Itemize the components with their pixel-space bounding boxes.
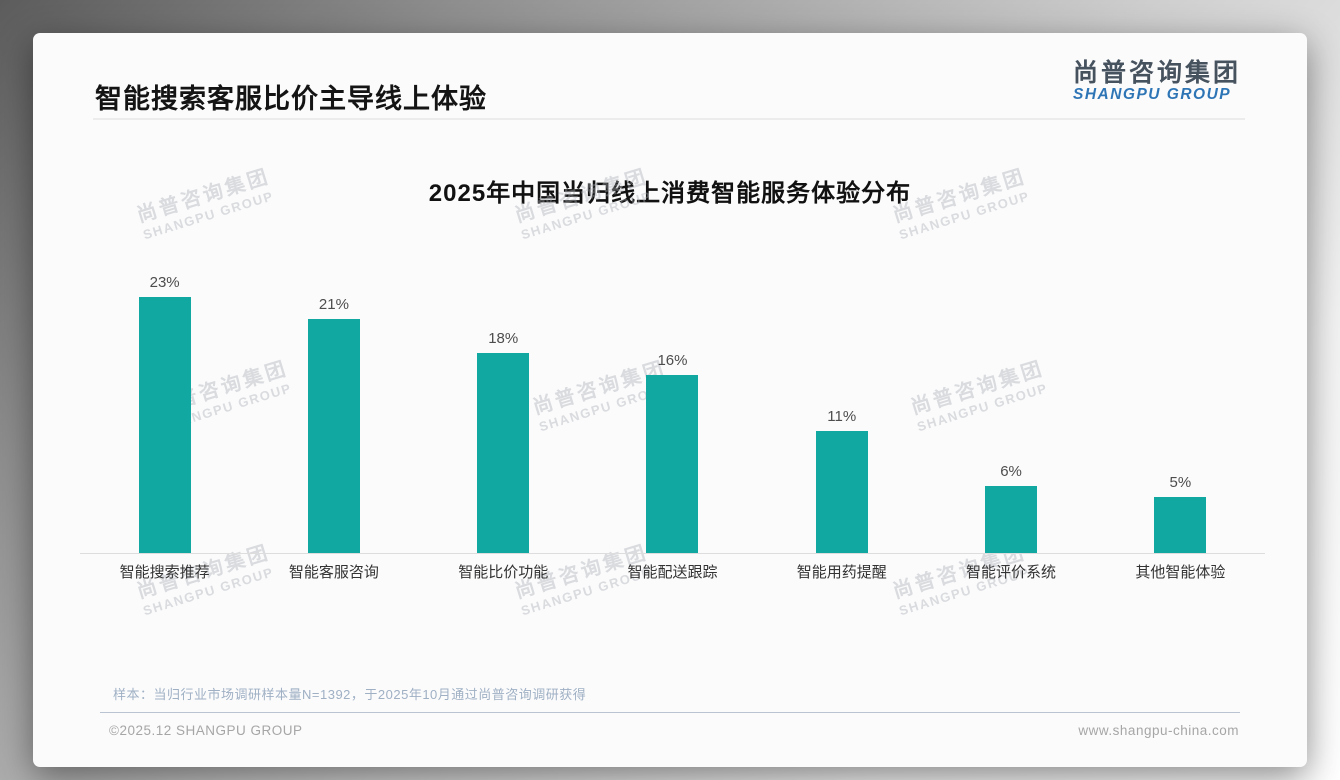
bar-column: 21% 智能客服咨询 (249, 33, 418, 588)
bar (985, 486, 1038, 553)
bar (646, 375, 699, 553)
bar-value-label: 5% (1169, 474, 1192, 492)
category-label: 其他智能体验 (1135, 564, 1226, 581)
bar (138, 297, 191, 553)
category-label: 智能配送跟踪 (627, 564, 718, 581)
bar-column: 18% 智能比价功能 (419, 33, 588, 588)
copyright-text: ©2025.12 SHANGPU GROUP (109, 723, 303, 738)
category-label: 智能用药提醒 (796, 564, 887, 581)
bar-column: 23% 智能搜索推荐 (80, 33, 249, 588)
bar-value-label: 21% (318, 296, 349, 314)
bar-value-label: 16% (657, 352, 688, 370)
logo-english-text: SHANGPU GROUP (1072, 86, 1232, 104)
bar (1154, 497, 1207, 553)
bar-value-label: 18% (488, 329, 519, 347)
logo-chinese-text: 尚普咨询集团 (1072, 59, 1241, 87)
bar-value-label: 6% (1000, 463, 1022, 481)
footer-divider (100, 712, 1240, 713)
category-label: 智能比价功能 (458, 564, 549, 581)
x-axis-line (80, 553, 1265, 554)
bar-column: 5% 其他智能体验 (1096, 33, 1265, 588)
sample-note: 样本：当归行业市场调研样本量N=1392，于2025年10月通过尚普咨询调研获得 (113, 687, 587, 702)
bar-value-label: 11% (827, 407, 857, 425)
bar-column: 11% 智能用药提醒 (757, 33, 926, 588)
page-title: 智能搜索客服比价主导线上体验 (95, 84, 487, 114)
bar (477, 352, 530, 553)
bar (815, 430, 868, 553)
category-label: 智能评价系统 (966, 564, 1057, 581)
header-divider (93, 118, 1245, 120)
website-text: www.shangpu-china.com (1078, 723, 1239, 738)
category-label: 智能客服咨询 (288, 564, 379, 581)
report-card: 智能搜索客服比价主导线上体验 尚普咨询集团 SHANGPU GROUP 2025… (33, 33, 1307, 767)
chart-title: 2025年中国当归线上消费智能服务体验分布 (428, 180, 912, 207)
category-label: 智能搜索推荐 (119, 564, 210, 581)
bar (307, 319, 360, 553)
bar-column: 16% 智能配送跟踪 (588, 33, 757, 588)
bar-value-label: 23% (149, 274, 180, 292)
bar-column: 6% 智能评价系统 (926, 33, 1095, 588)
shangpu-logo: 尚普咨询集团 SHANGPU GROUP (1073, 60, 1241, 104)
bar-chart: 23% 智能搜索推荐 21% 智能客服咨询 18% 智能比价功能 16% 智能配送跟踪 11% 智… (80, 33, 1265, 588)
